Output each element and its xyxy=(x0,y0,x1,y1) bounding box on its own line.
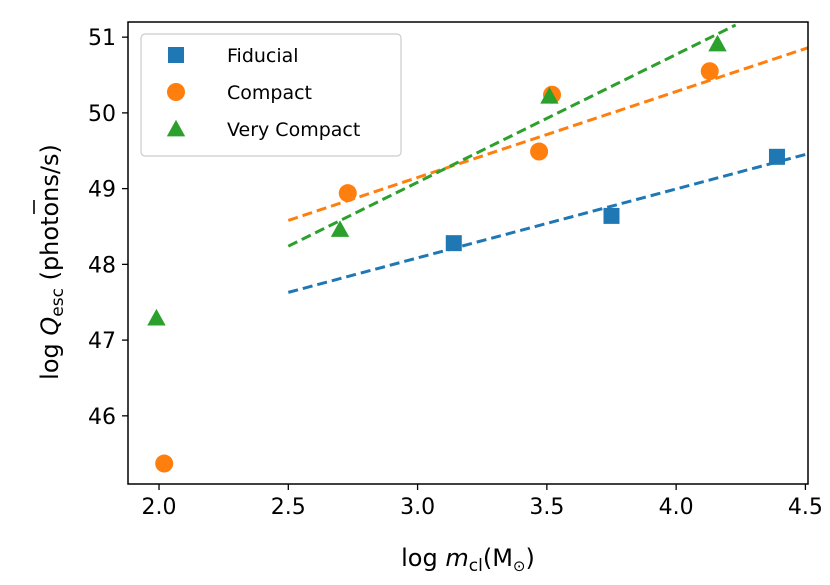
very-compact-fit-line xyxy=(287,23,737,248)
very-compact-point-2 xyxy=(540,87,559,104)
compact-fit-line xyxy=(287,46,808,222)
x-tick-label-4: 4.0 xyxy=(659,495,694,520)
very-compact-point-3 xyxy=(708,34,727,52)
fiducial-point-2 xyxy=(768,148,785,165)
x-axis-label: log mcl(M⊙) xyxy=(401,544,535,576)
axis-ticks: 2.0 2.5 3.0 3.5 4.0 4.5 46 47 48 49 50 51 xyxy=(88,26,823,520)
legend-label-very-compact: Very Compact xyxy=(227,119,360,141)
x-tick-label-2: 3.0 xyxy=(400,495,435,520)
fit-lines xyxy=(287,23,808,294)
y-tick-label-0: 46 xyxy=(88,405,116,430)
fiducial-point-0 xyxy=(445,235,462,252)
x-tick-label-5: 4.5 xyxy=(788,495,823,520)
legend-marker-fiducial xyxy=(168,47,184,63)
y-tick-label-1: 47 xyxy=(88,329,116,354)
plot-frame xyxy=(127,21,809,485)
compact-point-0 xyxy=(155,454,174,473)
y-axis-label-group: log Qesc (photons/s) xyxy=(33,144,68,380)
y-tick-label-5: 51 xyxy=(88,26,116,51)
y-axis-label: log Qesc (photons/s) xyxy=(36,144,68,380)
legend-marker-compact xyxy=(167,83,185,101)
x-tick-label-1: 2.5 xyxy=(271,495,306,520)
y-tick-label-4: 50 xyxy=(88,102,116,127)
compact-point-1 xyxy=(338,184,357,203)
legend-label-compact: Compact xyxy=(227,82,312,104)
y-tick-label-2: 48 xyxy=(88,253,116,278)
legend-label-fiducial: Fiducial xyxy=(227,45,299,67)
data-points xyxy=(147,34,785,473)
y-tick-label-3: 49 xyxy=(88,178,116,203)
x-tick-label-3: 3.5 xyxy=(529,495,564,520)
legend-marker-very-compact xyxy=(166,119,186,137)
fiducial-point-1 xyxy=(603,207,620,224)
legend-box xyxy=(140,33,402,157)
very-compact-point-0 xyxy=(147,308,166,326)
legend: Fiducial Compact Very Compact xyxy=(140,33,402,157)
fiducial-fit-line xyxy=(287,152,808,294)
compact-point-2 xyxy=(530,142,549,161)
x-tick-label-0: 2.0 xyxy=(142,495,177,520)
compact-point-4 xyxy=(700,62,719,81)
very-compact-point-1 xyxy=(330,220,350,237)
